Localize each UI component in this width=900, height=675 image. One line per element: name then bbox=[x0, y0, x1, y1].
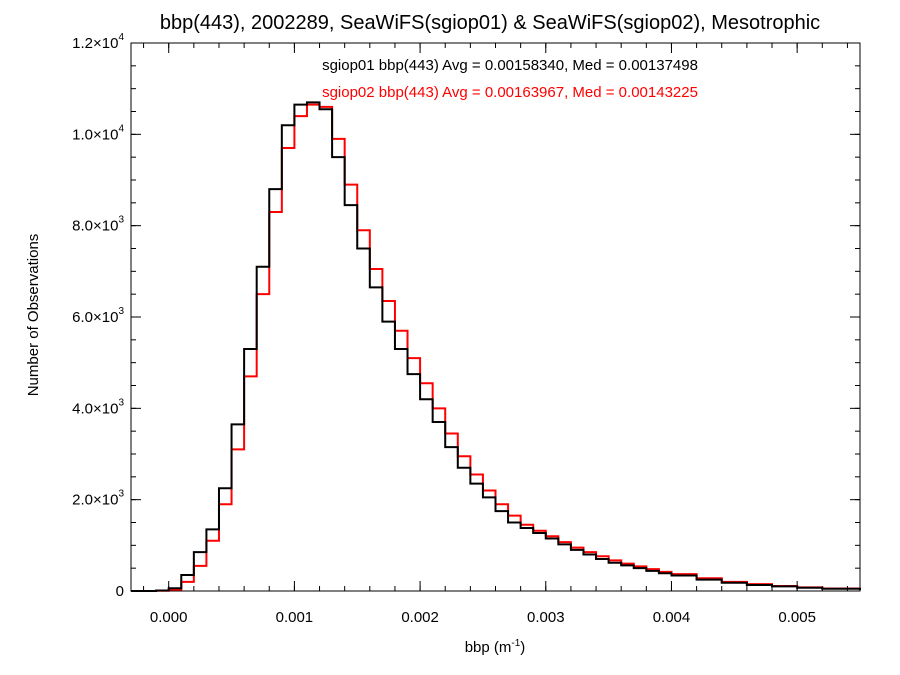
y-tick-label: 8.0×103 bbox=[72, 215, 124, 235]
x-tick-label: 0.000 bbox=[150, 609, 188, 626]
annotation-sgiop01: sgiop01 bbp(443) Avg = 0.00158340, Med =… bbox=[322, 57, 698, 74]
series-1-line bbox=[131, 101, 861, 592]
chart-title: bbp(443), 2002289, SeaWiFS(sgiop01) & Se… bbox=[160, 12, 820, 34]
x-axis-label-tail: ) bbox=[520, 639, 525, 656]
x-axis-label-text: bbp (m bbox=[465, 639, 512, 656]
series-2-line bbox=[131, 103, 861, 592]
y-tick-label: 6.0×103 bbox=[72, 306, 124, 326]
x-tick-label: 0.003 bbox=[527, 609, 565, 626]
y-axis: 0 2.0×103 4.0×103 6.0×103 8.0×103 1.0×104 1.2×… bbox=[72, 32, 860, 600]
annotation-sgiop02: sgiop02 bbp(443) Avg = 0.00163967, Med =… bbox=[322, 84, 698, 101]
y-tick-label: 4.0×103 bbox=[72, 397, 124, 417]
x-axis-label: bbp (m-1) bbox=[465, 638, 526, 656]
y-tick-label: 0 bbox=[116, 583, 124, 600]
x-tick-label: 0.005 bbox=[778, 609, 816, 626]
x-tick-label: 0.001 bbox=[276, 609, 314, 626]
y-tick-label: 1.2×104 bbox=[72, 32, 124, 52]
x-axis: 0.000 0.001 0.002 0.003 0.004 0.005 bbox=[143, 43, 848, 626]
y-tick-label: 2.0×103 bbox=[72, 489, 124, 509]
x-tick-label: 0.004 bbox=[653, 609, 691, 626]
x-axis-label-sup: -1 bbox=[511, 638, 520, 649]
y-tick-label: 1.0×104 bbox=[72, 123, 124, 143]
series-layer bbox=[131, 101, 861, 592]
x-tick-label: 0.002 bbox=[401, 609, 439, 626]
y-axis-label: Number of Observations bbox=[25, 234, 42, 397]
